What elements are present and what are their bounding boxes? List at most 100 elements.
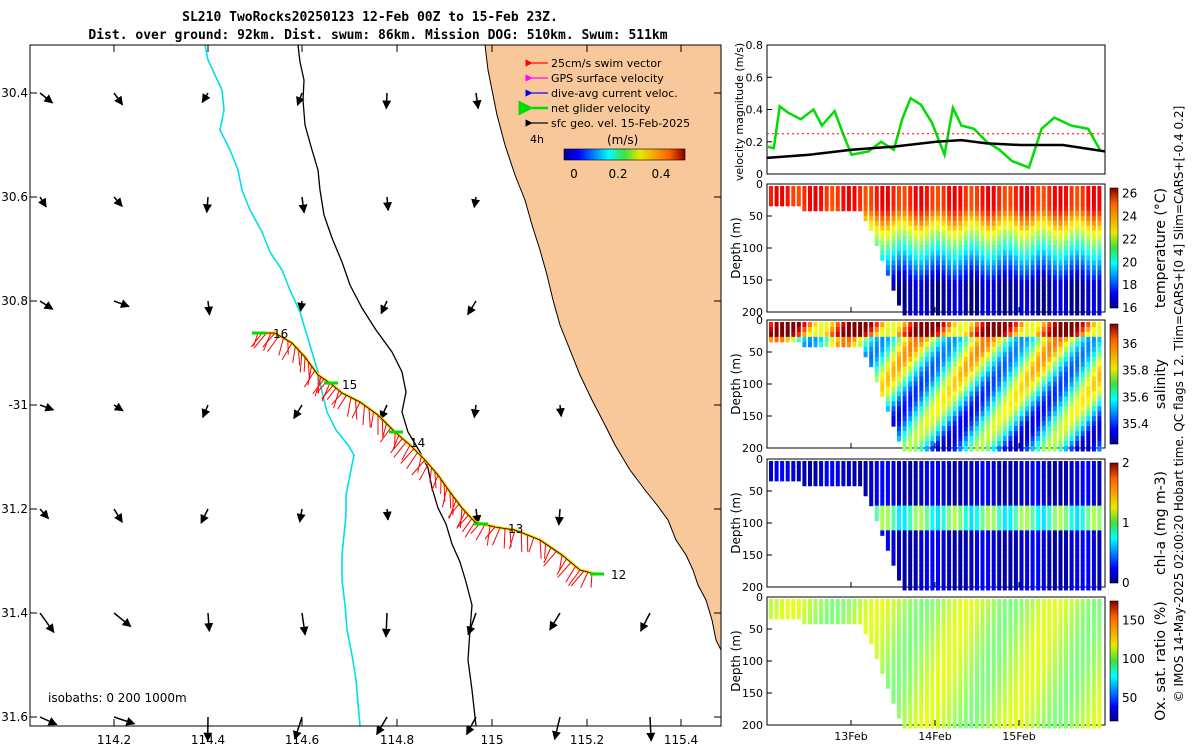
heatmap-cell [1002,280,1007,286]
heatmap-cell [997,270,1002,276]
heatmap-cell [1019,638,1024,645]
heatmap-cell [930,285,935,291]
heatmap-cell [991,416,996,422]
heatmap-cell [913,225,918,232]
heatmap-cell [936,585,940,591]
heatmap-cell [852,331,857,338]
heatmap-cell [930,290,935,296]
heatmap-cell [1008,540,1013,546]
heatmap-cell [980,436,985,442]
heatmap-cell [975,396,979,402]
sfc-velocity-arrow [39,92,54,104]
heatmap-cell [952,426,957,432]
heatmap-cell [1047,703,1052,709]
heatmap-cell [1041,678,1046,684]
heatmap-cell [997,186,1002,192]
heatmap-cell [1036,366,1041,373]
heatmap-cell [924,215,929,222]
heatmap-cell [1025,628,1030,635]
heatmap-cell [780,327,785,333]
heatmap-cell [991,613,996,620]
heatmap-cell [869,613,874,620]
heatmap-cell [1041,535,1046,541]
heatmap-cell [924,322,929,328]
heatmap-cell [1019,280,1024,286]
heatmap-cell [1030,441,1035,447]
heatmap-cell [930,565,935,571]
heatmap-cell [1008,663,1013,669]
heatmap-cell [1030,608,1035,615]
heatmap-cell [952,718,957,724]
heatmap-cell [1019,475,1024,482]
heatmap-cell [897,327,901,333]
heatmap-cell [1041,245,1046,251]
heatmap-cell [1091,210,1096,217]
heatmap-cell [997,250,1002,256]
heatmap-cell [1091,186,1096,192]
heatmap-cell [997,200,1002,207]
heatmap-cell [997,698,1002,704]
heatmap-cell [1086,210,1091,217]
heatmap-cell [947,668,952,674]
heatmap-cell [1030,416,1035,422]
heatmap-cell [969,431,974,437]
heatmap-cell [1080,285,1085,291]
heatmap-cell [1069,401,1074,407]
heatmap-cell [1008,431,1013,437]
heatmap-cell [902,361,907,368]
heatmap-cell [1013,280,1018,286]
heatmap-cell [1002,285,1007,291]
heatmap-cell [885,668,890,674]
heatmap-cell [947,270,952,276]
heatmap-cell [941,336,946,343]
heatmap-cell [1025,245,1030,251]
heatmap-cell [991,678,996,684]
heatmap-cell [1064,658,1068,664]
heatmap-cell [1091,275,1096,281]
heatmap-cell [897,401,901,407]
heatmap-cell [902,698,907,704]
heatmap-cell [1047,673,1052,679]
heatmap-cell [963,490,968,497]
heatmap-cell [952,245,957,251]
heatmap-cell [1091,550,1096,556]
heatmap-cell [891,693,896,699]
heatmap-cell [1019,713,1024,719]
heatmap-cell [969,515,974,522]
heatmap-cell [997,322,1002,328]
heatmap-cell [941,270,946,276]
heatmap-cell [975,653,979,660]
heatmap-cell [908,530,913,536]
land [484,45,721,651]
heatmap-cell [1075,555,1080,561]
heatmap-cell [1041,255,1046,261]
heatmap-colorbar [1109,187,1119,309]
heatmap-cell [924,461,929,467]
heatmap-cell [924,688,929,694]
heatmap-cell [830,341,835,348]
heatmap-cell [975,245,979,251]
heatmap-cell [1041,540,1046,546]
heatmap-cell [1047,270,1052,276]
swim-vector [253,332,267,349]
heatmap-cell [830,186,835,192]
lat-tick-label: 30.6 [1,190,28,204]
heatmap-cell [975,341,979,348]
heatmap-cell [1030,322,1035,328]
heatmap-cell [980,688,985,694]
heatmap-cell [1069,575,1074,581]
heatmap-cell [963,300,968,306]
heatmap-cell [947,599,952,605]
heatmap-cell [908,426,913,432]
heatmap-cell [1080,515,1085,522]
heatmap-cell [941,560,946,566]
heatmap-cell [969,703,974,709]
heatmap-cell [1064,628,1068,635]
heatmap-cell [1058,683,1063,689]
heatmap-cell [930,703,935,709]
heatmap-cell [1075,411,1080,417]
heatmap-cell [1086,525,1091,531]
heatmap-cell [874,220,879,227]
heatmap-cell [1052,230,1057,237]
heatmap-cell [969,570,974,576]
